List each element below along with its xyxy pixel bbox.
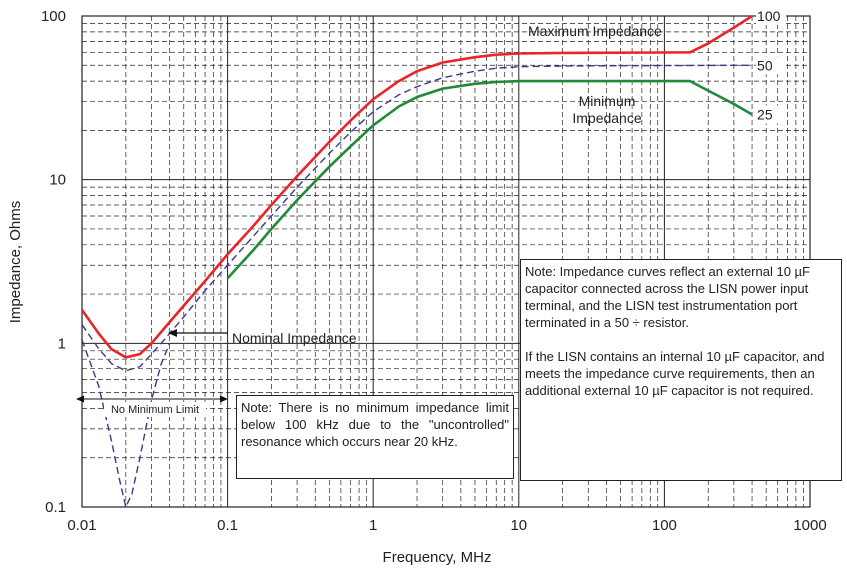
x-tick-label: 100 [652,517,677,534]
nominal-impedance-label: Nominal Impedance [232,330,357,346]
minimum-impedance-label-line1: Minimum [579,93,636,109]
end-label-bg [756,105,787,124]
y-tick-label: 0.1 [45,499,66,516]
end-label: 25 [757,107,773,123]
x-tick-label: 1 [369,517,377,534]
y-tick-label: 1 [58,335,66,352]
x-tick-label: 0.1 [217,517,238,534]
no-minimum-limit-arrowhead-right [220,395,228,403]
maximum-impedance-curve [80,14,753,359]
maximum-impedance-label: Maximum Impedance [528,23,662,39]
end-label-bg [756,7,787,25]
x-tick-label: 0.01 [67,517,96,534]
nominal-impedance-arrowhead [168,329,177,337]
minimum-impedance-curve [226,79,753,280]
end-label: 100 [757,8,781,24]
nominal-impedance-curve [81,64,753,372]
x-tick-label: 10 [510,517,527,534]
x-tick-label: 1000 [793,517,826,534]
note-no-minimum-limit: Note: There is no minimum impedance limi… [236,395,514,479]
note-capacitor: Note: Impedance curves reflect an extern… [520,259,842,481]
end-label: 50 [757,57,773,73]
no-minimum-limit-label-bg [104,402,206,417]
no-minimum-limit-arrowhead-left [76,395,84,403]
note-capacitor-paragraph-2: If the LISN contains an internal 10 µF c… [525,349,825,398]
note-capacitor-paragraph-1: Note: Impedance curves reflect an extern… [525,264,810,330]
curves: 100 50 25 [80,7,787,508]
end-label-bg [756,56,787,75]
no-minimum-limit-label: No Minimum Limit [111,404,199,416]
x-axis-label: Frequency, MHz [383,549,492,566]
y-tick-label: 10 [49,172,66,189]
minimum-impedance-label-line2: Impedance [572,110,641,126]
y-axis-label: Impedance, Ohms [7,201,24,324]
y-tick-label: 100 [41,8,66,25]
